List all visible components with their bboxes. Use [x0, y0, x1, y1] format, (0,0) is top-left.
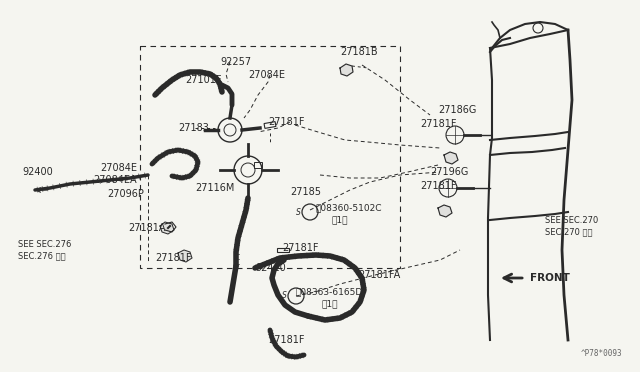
Text: 27181A: 27181A	[128, 223, 166, 233]
Text: 27181F: 27181F	[155, 253, 191, 263]
Text: Ⓢ08360-5102C: Ⓢ08360-5102C	[315, 203, 381, 212]
Bar	[140, 46, 400, 268]
Text: SEE SEC.270: SEE SEC.270	[545, 215, 598, 224]
Text: 27181F: 27181F	[420, 181, 456, 191]
Text: 27181F: 27181F	[282, 243, 319, 253]
Bar	[254, 162, 262, 168]
Text: 92400: 92400	[22, 167, 52, 177]
Text: 27183: 27183	[178, 123, 209, 133]
Text: 27116M: 27116M	[195, 183, 234, 193]
Text: SEC.270 参照: SEC.270 参照	[545, 228, 593, 237]
Text: 27196G: 27196G	[430, 167, 468, 177]
Text: （1）: （1）	[332, 215, 349, 224]
Text: 27181F: 27181F	[268, 117, 305, 127]
Polygon shape	[444, 152, 458, 164]
Text: S: S	[296, 208, 301, 217]
Text: （1）: （1）	[322, 299, 339, 308]
Polygon shape	[160, 222, 174, 234]
Text: SEC.276 参照: SEC.276 参照	[18, 251, 66, 260]
Text: 27084E: 27084E	[248, 70, 285, 80]
Text: ^P78*0093: ^P78*0093	[580, 349, 622, 358]
Text: 27181F: 27181F	[420, 119, 456, 129]
Polygon shape	[438, 205, 452, 217]
Text: 27084EA: 27084EA	[93, 175, 136, 185]
Text: FRONT: FRONT	[530, 273, 570, 283]
Text: 27181FA: 27181FA	[358, 270, 400, 280]
Text: 27181F: 27181F	[268, 335, 305, 345]
Text: S: S	[282, 292, 287, 301]
Polygon shape	[340, 64, 353, 76]
Polygon shape	[178, 250, 192, 262]
Text: 92410: 92410	[255, 263, 285, 273]
Text: 27101F: 27101F	[185, 75, 221, 85]
Text: 27185: 27185	[290, 187, 321, 197]
Text: SEE SEC.276: SEE SEC.276	[18, 240, 72, 248]
Text: Ⓢ08363-6165D: Ⓢ08363-6165D	[295, 288, 362, 296]
Bar	[264, 122, 276, 128]
Bar	[277, 247, 289, 253]
Text: 27084E: 27084E	[100, 163, 137, 173]
Text: 92257: 92257	[220, 57, 251, 67]
Text: 27186G: 27186G	[438, 105, 476, 115]
Text: 27181B: 27181B	[340, 47, 378, 57]
Text: 27096P: 27096P	[107, 189, 144, 199]
